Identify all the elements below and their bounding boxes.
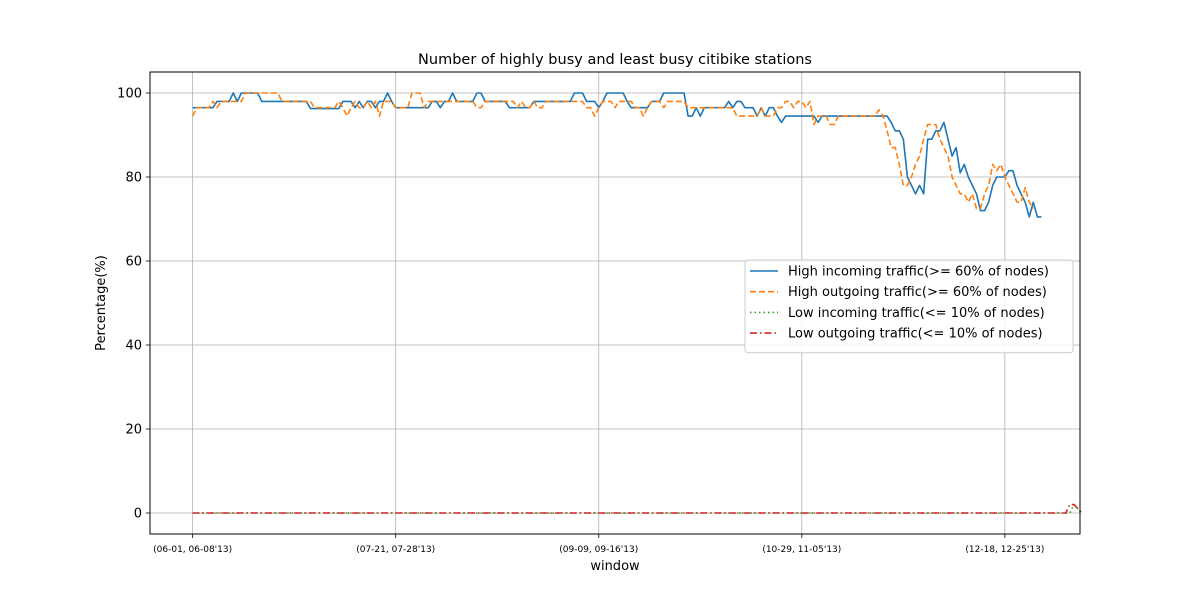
series-line-1 xyxy=(192,92,1042,218)
x-tick-label: (12-18, 12-25'13) xyxy=(965,545,1044,555)
plot-series xyxy=(191,92,1083,514)
chart-title: Number of highly busy and least busy cit… xyxy=(418,52,812,68)
x-tick-label: (06-01, 06-08'13) xyxy=(153,545,232,555)
legend-label: High outgoing traffic(>= 60% of nodes) xyxy=(788,285,1047,300)
legend-label: Low incoming traffic(<= 10% of nodes) xyxy=(788,306,1045,321)
x-axis-ticks: (06-01, 06-08'13) (07-21, 07-28'13) (09-09… xyxy=(153,534,1044,555)
y-tick-label: 100 xyxy=(117,87,142,102)
y-tick-label: 40 xyxy=(125,339,142,354)
plot-frame xyxy=(149,71,1081,535)
legend: High incoming traffic(>= 60% of nodes) Hi… xyxy=(744,259,1074,354)
legend-label: Low outgoing traffic(<= 10% of nodes) xyxy=(788,327,1043,342)
legend-box xyxy=(744,259,1074,354)
y-axis-label: Percentage(%) xyxy=(94,255,109,351)
y-tick-label: 20 xyxy=(125,423,142,438)
y-tick-label: 80 xyxy=(125,171,142,186)
x-tick-label: (10-29, 11-05'13) xyxy=(762,545,841,555)
series-line-4 xyxy=(192,503,1083,514)
series-line-2 xyxy=(191,92,1034,210)
x-tick-label: (07-21, 07-28'13) xyxy=(356,545,435,555)
x-tick-label: (09-09, 09-16'13) xyxy=(559,545,638,555)
y-tick-label: 0 xyxy=(134,507,142,522)
legend-label: High incoming traffic(>= 60% of nodes) xyxy=(788,265,1049,280)
series-line-3 xyxy=(192,503,1083,514)
x-axis-label: window xyxy=(590,559,640,574)
y-tick-label: 60 xyxy=(125,255,142,270)
y-axis-ticks: 0 20 40 60 80 100 xyxy=(117,87,150,522)
